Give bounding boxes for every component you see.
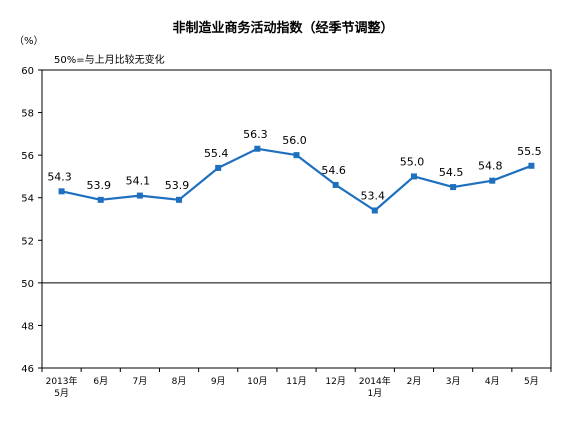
x-tick-label: 11月	[286, 376, 306, 387]
x-tick-label: 10月	[247, 376, 267, 387]
data-label: 54.8	[478, 160, 503, 173]
y-tick-label: 46	[21, 364, 34, 375]
x-tick-label: 1月	[367, 388, 382, 399]
data-label: 53.4	[361, 189, 386, 202]
data-point	[215, 164, 222, 171]
y-tick-label: 50	[21, 279, 34, 290]
x-tick-label: 2013年	[46, 375, 78, 387]
data-label: 55.0	[400, 155, 425, 168]
data-label: 54.1	[126, 175, 151, 188]
data-point	[410, 173, 417, 180]
y-tick-label: 56	[21, 151, 34, 162]
x-tick-label: 5月	[524, 376, 539, 387]
data-label: 56.3	[243, 128, 268, 141]
data-point	[97, 196, 104, 203]
y-unit-label: （%）	[14, 35, 44, 47]
y-tick-label: 54	[21, 194, 34, 205]
data-point	[293, 152, 300, 159]
data-label: 54.3	[47, 170, 72, 183]
data-point	[528, 162, 535, 169]
y-tick-label: 52	[21, 236, 34, 247]
x-tick-label: 9月	[211, 376, 226, 387]
data-label: 53.9	[86, 179, 111, 192]
x-tick-label: 2014年	[359, 375, 391, 387]
data-point	[489, 177, 496, 184]
x-tick-label: 3月	[446, 376, 461, 387]
data-label: 54.6	[321, 164, 346, 177]
x-tick-label: 7月	[133, 376, 148, 387]
data-point	[450, 184, 457, 191]
x-tick-label: 4月	[485, 376, 500, 387]
data-point	[176, 196, 183, 203]
x-tick-label: 8月	[172, 376, 187, 387]
plot-frame	[41, 69, 552, 369]
y-tick-label: 58	[21, 109, 34, 120]
data-point	[332, 181, 339, 188]
data-label: 54.5	[439, 166, 464, 179]
chart-title: 非制造业商务活动指数（经季节调整）	[172, 20, 393, 36]
data-label: 56.0	[282, 134, 307, 147]
x-tick-label: 5月	[54, 388, 69, 399]
data-point	[136, 192, 143, 199]
y-tick-label: 48	[21, 321, 34, 332]
data-label: 55.5	[517, 145, 542, 158]
data-label: 53.9	[165, 179, 190, 192]
data-label: 55.4	[204, 147, 229, 160]
data-point	[254, 145, 261, 152]
data-point	[371, 207, 378, 214]
x-tick-label: 2月	[407, 376, 422, 387]
x-tick-label: 12月	[325, 376, 345, 387]
y-tick-label: 60	[21, 66, 34, 77]
x-tick-label: 6月	[93, 376, 108, 387]
data-point	[58, 188, 65, 195]
chart-annotation: 50%=与上月比较无变化	[54, 53, 165, 66]
